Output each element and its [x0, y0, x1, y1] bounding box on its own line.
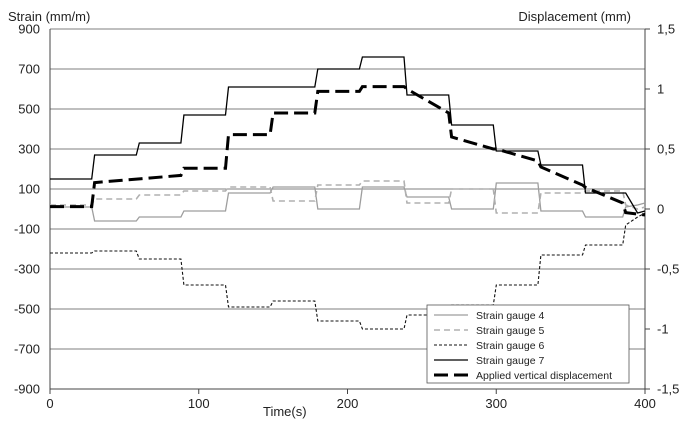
legend-label: Strain gauge 7 [476, 355, 544, 367]
x-axis-title: Time(s) [263, 404, 307, 419]
legend-label: Strain gauge 4 [476, 310, 544, 322]
y-tick-label: 900 [18, 22, 40, 37]
y2-tick-label: -0,5 [657, 262, 679, 277]
y2-axis-title: Displacement (mm) [518, 9, 631, 24]
y-tick-label: -100 [14, 222, 40, 237]
y2-tick-label: 0,5 [657, 142, 675, 157]
y-tick-label: -300 [14, 262, 40, 277]
series-group [50, 56, 646, 330]
left-axis-ticks: 900 700 500 300 100 -100 -300 -500 -700 -900 [14, 22, 40, 397]
legend-label: Applied vertical displacement [476, 370, 612, 382]
y-tick-label: 300 [18, 142, 40, 157]
y-tick-label: -900 [14, 382, 40, 397]
series-line-strain-gauge-6 [50, 212, 646, 330]
y-axis-title: Strain (mm/m) [8, 9, 90, 24]
series-line-strain-gauge-4 [50, 182, 646, 222]
x-tick-label: 200 [337, 396, 359, 411]
y2-tick-label: -1,5 [657, 382, 679, 397]
x-tick-label: 0 [46, 396, 53, 411]
series-line-applied-vertical-displacement [50, 85, 646, 217]
y2-tick-label: 1,5 [657, 22, 675, 37]
x-tick-label: 100 [188, 396, 210, 411]
y-tick-label: -500 [14, 302, 40, 317]
x-tick-label: 300 [485, 396, 507, 411]
series-line-strain-gauge-7 [50, 56, 646, 214]
y-tick-label: 500 [18, 102, 40, 117]
bottom-axis-ticks: 0 100 200 300 400 [46, 389, 656, 411]
legend-box [426, 304, 630, 384]
y-tick-label: 100 [18, 182, 40, 197]
y-tick-label: 700 [18, 62, 40, 77]
legend-label: Strain gauge 5 [476, 325, 544, 337]
legend-label: Strain gauge 6 [476, 340, 544, 352]
y2-tick-label: 1 [657, 82, 664, 97]
y2-tick-label: -1 [657, 322, 669, 337]
y2-tick-label: 0 [657, 202, 664, 217]
legend: Strain gauge 4 Strain gauge 5 Strain gauge… [426, 304, 630, 384]
right-axis-ticks: 1,5 1 0,5 0 -0,5 -1 -1,5 [645, 22, 679, 397]
x-tick-label: 400 [634, 396, 656, 411]
series-line-strain-gauge-5 [50, 180, 646, 214]
y-tick-label: -700 [14, 342, 40, 357]
